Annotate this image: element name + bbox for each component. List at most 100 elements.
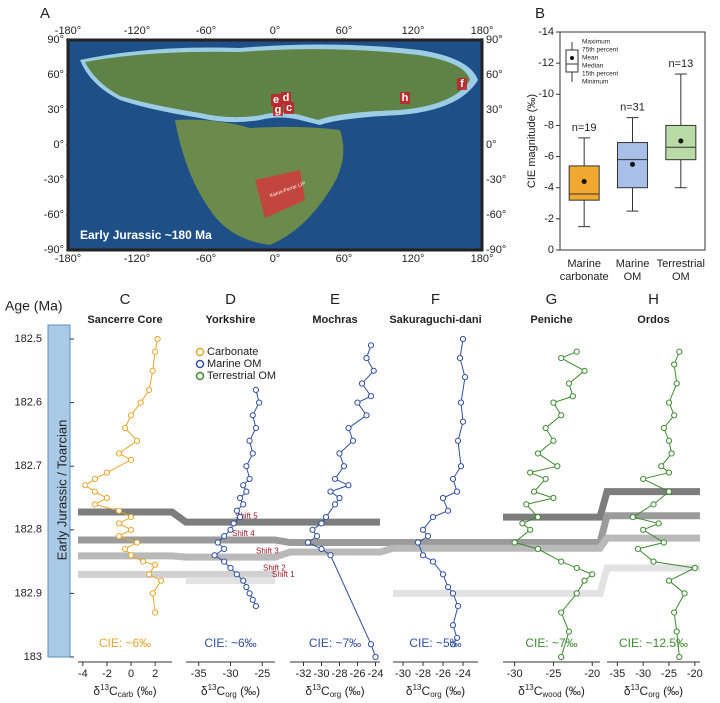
data-point bbox=[154, 335, 161, 343]
data-point bbox=[534, 545, 542, 552]
x-axis-label-part: C bbox=[321, 684, 330, 698]
shift-label: Shift 5 bbox=[235, 511, 258, 520]
site-marker bbox=[400, 92, 410, 104]
site-label: e bbox=[273, 94, 279, 106]
x-tick-label: -28 bbox=[332, 668, 348, 680]
x-tick-label: -30 bbox=[507, 668, 523, 680]
x-axis-label-part: 13 bbox=[100, 683, 109, 692]
legend-label: 75th percent bbox=[582, 47, 618, 54]
data-point bbox=[127, 456, 135, 463]
data-point bbox=[581, 367, 588, 374]
profile-line bbox=[307, 345, 376, 658]
data-point bbox=[331, 501, 339, 508]
data-point bbox=[221, 533, 228, 540]
x-tick-label-line: OM bbox=[624, 271, 642, 283]
map-y-tick-label: -30° bbox=[486, 174, 506, 186]
profile-line bbox=[213, 389, 260, 607]
data-point bbox=[542, 424, 549, 432]
data-point bbox=[424, 533, 432, 540]
x-axis-label-part: org bbox=[430, 690, 442, 699]
site-marker bbox=[281, 92, 291, 104]
data-point bbox=[372, 653, 379, 661]
data-point bbox=[221, 545, 228, 552]
correlation-band bbox=[78, 488, 700, 526]
x-axis-label-part: C bbox=[217, 684, 226, 698]
data-point bbox=[459, 418, 467, 425]
x-axis-label-part: C bbox=[534, 684, 543, 698]
data-point bbox=[252, 386, 260, 393]
map-y-tick-label: -90° bbox=[486, 244, 506, 256]
x-tick-label: Marine carbonate bbox=[560, 258, 609, 283]
map-y-tick-label: -90° bbox=[44, 244, 64, 256]
mean bbox=[581, 178, 587, 184]
legend-label: Minimum bbox=[582, 79, 608, 86]
data-point bbox=[439, 571, 447, 578]
x-tick-label: -2 bbox=[102, 668, 112, 680]
data-point bbox=[676, 653, 683, 661]
y-tick-label: 0 bbox=[548, 244, 554, 256]
x-axis-label: δ13Cwood (‰) bbox=[518, 683, 585, 699]
legend-label: Terrestrial OM bbox=[207, 370, 276, 382]
data-point bbox=[115, 450, 123, 457]
x-axis-label-part: (‰) bbox=[660, 684, 683, 698]
x-axis-label-part: (‰) bbox=[442, 684, 465, 698]
data-point bbox=[236, 513, 244, 521]
y-tick-label: -14 bbox=[538, 26, 554, 38]
data-point bbox=[519, 520, 526, 527]
x-axis-label-part: 13 bbox=[413, 683, 422, 692]
data-point bbox=[91, 475, 98, 483]
data-point bbox=[354, 399, 361, 406]
data-point bbox=[542, 475, 549, 483]
cie-label: CIE: ~12.5‰ bbox=[619, 636, 688, 650]
map-y-tick-label: 0° bbox=[486, 139, 497, 151]
map-y-tick-label: -60° bbox=[44, 209, 64, 221]
shift-label: Shift 3 bbox=[256, 546, 279, 555]
x-axis-label-part: 13 bbox=[312, 683, 321, 692]
x-tick-label-line: OM bbox=[672, 271, 690, 283]
map-x-tick-label: 0° bbox=[270, 25, 281, 37]
x-tick-label: -30 bbox=[314, 668, 330, 680]
data-point bbox=[550, 437, 557, 444]
data-point bbox=[336, 450, 343, 457]
data-point bbox=[658, 463, 665, 470]
data-point bbox=[673, 628, 680, 635]
data-point bbox=[456, 354, 464, 362]
data-point bbox=[152, 609, 159, 616]
mean bbox=[630, 161, 635, 167]
x-axis-label-part: C bbox=[109, 684, 118, 698]
x-tick-label: -24 bbox=[455, 668, 471, 680]
x-axis-label-part: carb bbox=[118, 690, 134, 699]
data-point bbox=[558, 609, 565, 616]
map-x-tick-label: -180° bbox=[55, 253, 81, 265]
x-axis-label-part: 13 bbox=[631, 683, 640, 692]
panel-label: G bbox=[546, 291, 558, 308]
data-point bbox=[133, 539, 141, 546]
cie-label: CIE: ~7‰ bbox=[309, 636, 361, 650]
data-point bbox=[331, 475, 339, 483]
n-label: n=19 bbox=[572, 122, 597, 134]
data-point bbox=[457, 399, 465, 406]
panel-label: H bbox=[648, 291, 659, 308]
data-point bbox=[318, 520, 325, 527]
data-point bbox=[565, 380, 573, 387]
data-point bbox=[640, 475, 647, 483]
data-point bbox=[668, 450, 675, 457]
data-point bbox=[461, 374, 469, 381]
x-tick-label: -26 bbox=[435, 668, 451, 680]
data-point bbox=[444, 507, 452, 514]
data-point bbox=[454, 437, 462, 444]
data-point bbox=[370, 367, 377, 374]
x-axis-label-part: δ bbox=[93, 684, 100, 698]
site-marker bbox=[271, 94, 281, 106]
map-y-tick-label: -30° bbox=[44, 174, 64, 186]
panel-label: E bbox=[330, 291, 340, 308]
data-point bbox=[137, 399, 144, 406]
data-point bbox=[336, 494, 343, 502]
data-point bbox=[243, 583, 250, 591]
data-point bbox=[589, 571, 596, 578]
map-x-tick-label: 180° bbox=[471, 253, 494, 265]
data-point bbox=[569, 393, 576, 400]
legend-marker bbox=[195, 359, 205, 369]
data-point bbox=[152, 561, 159, 568]
data-point bbox=[115, 507, 123, 514]
